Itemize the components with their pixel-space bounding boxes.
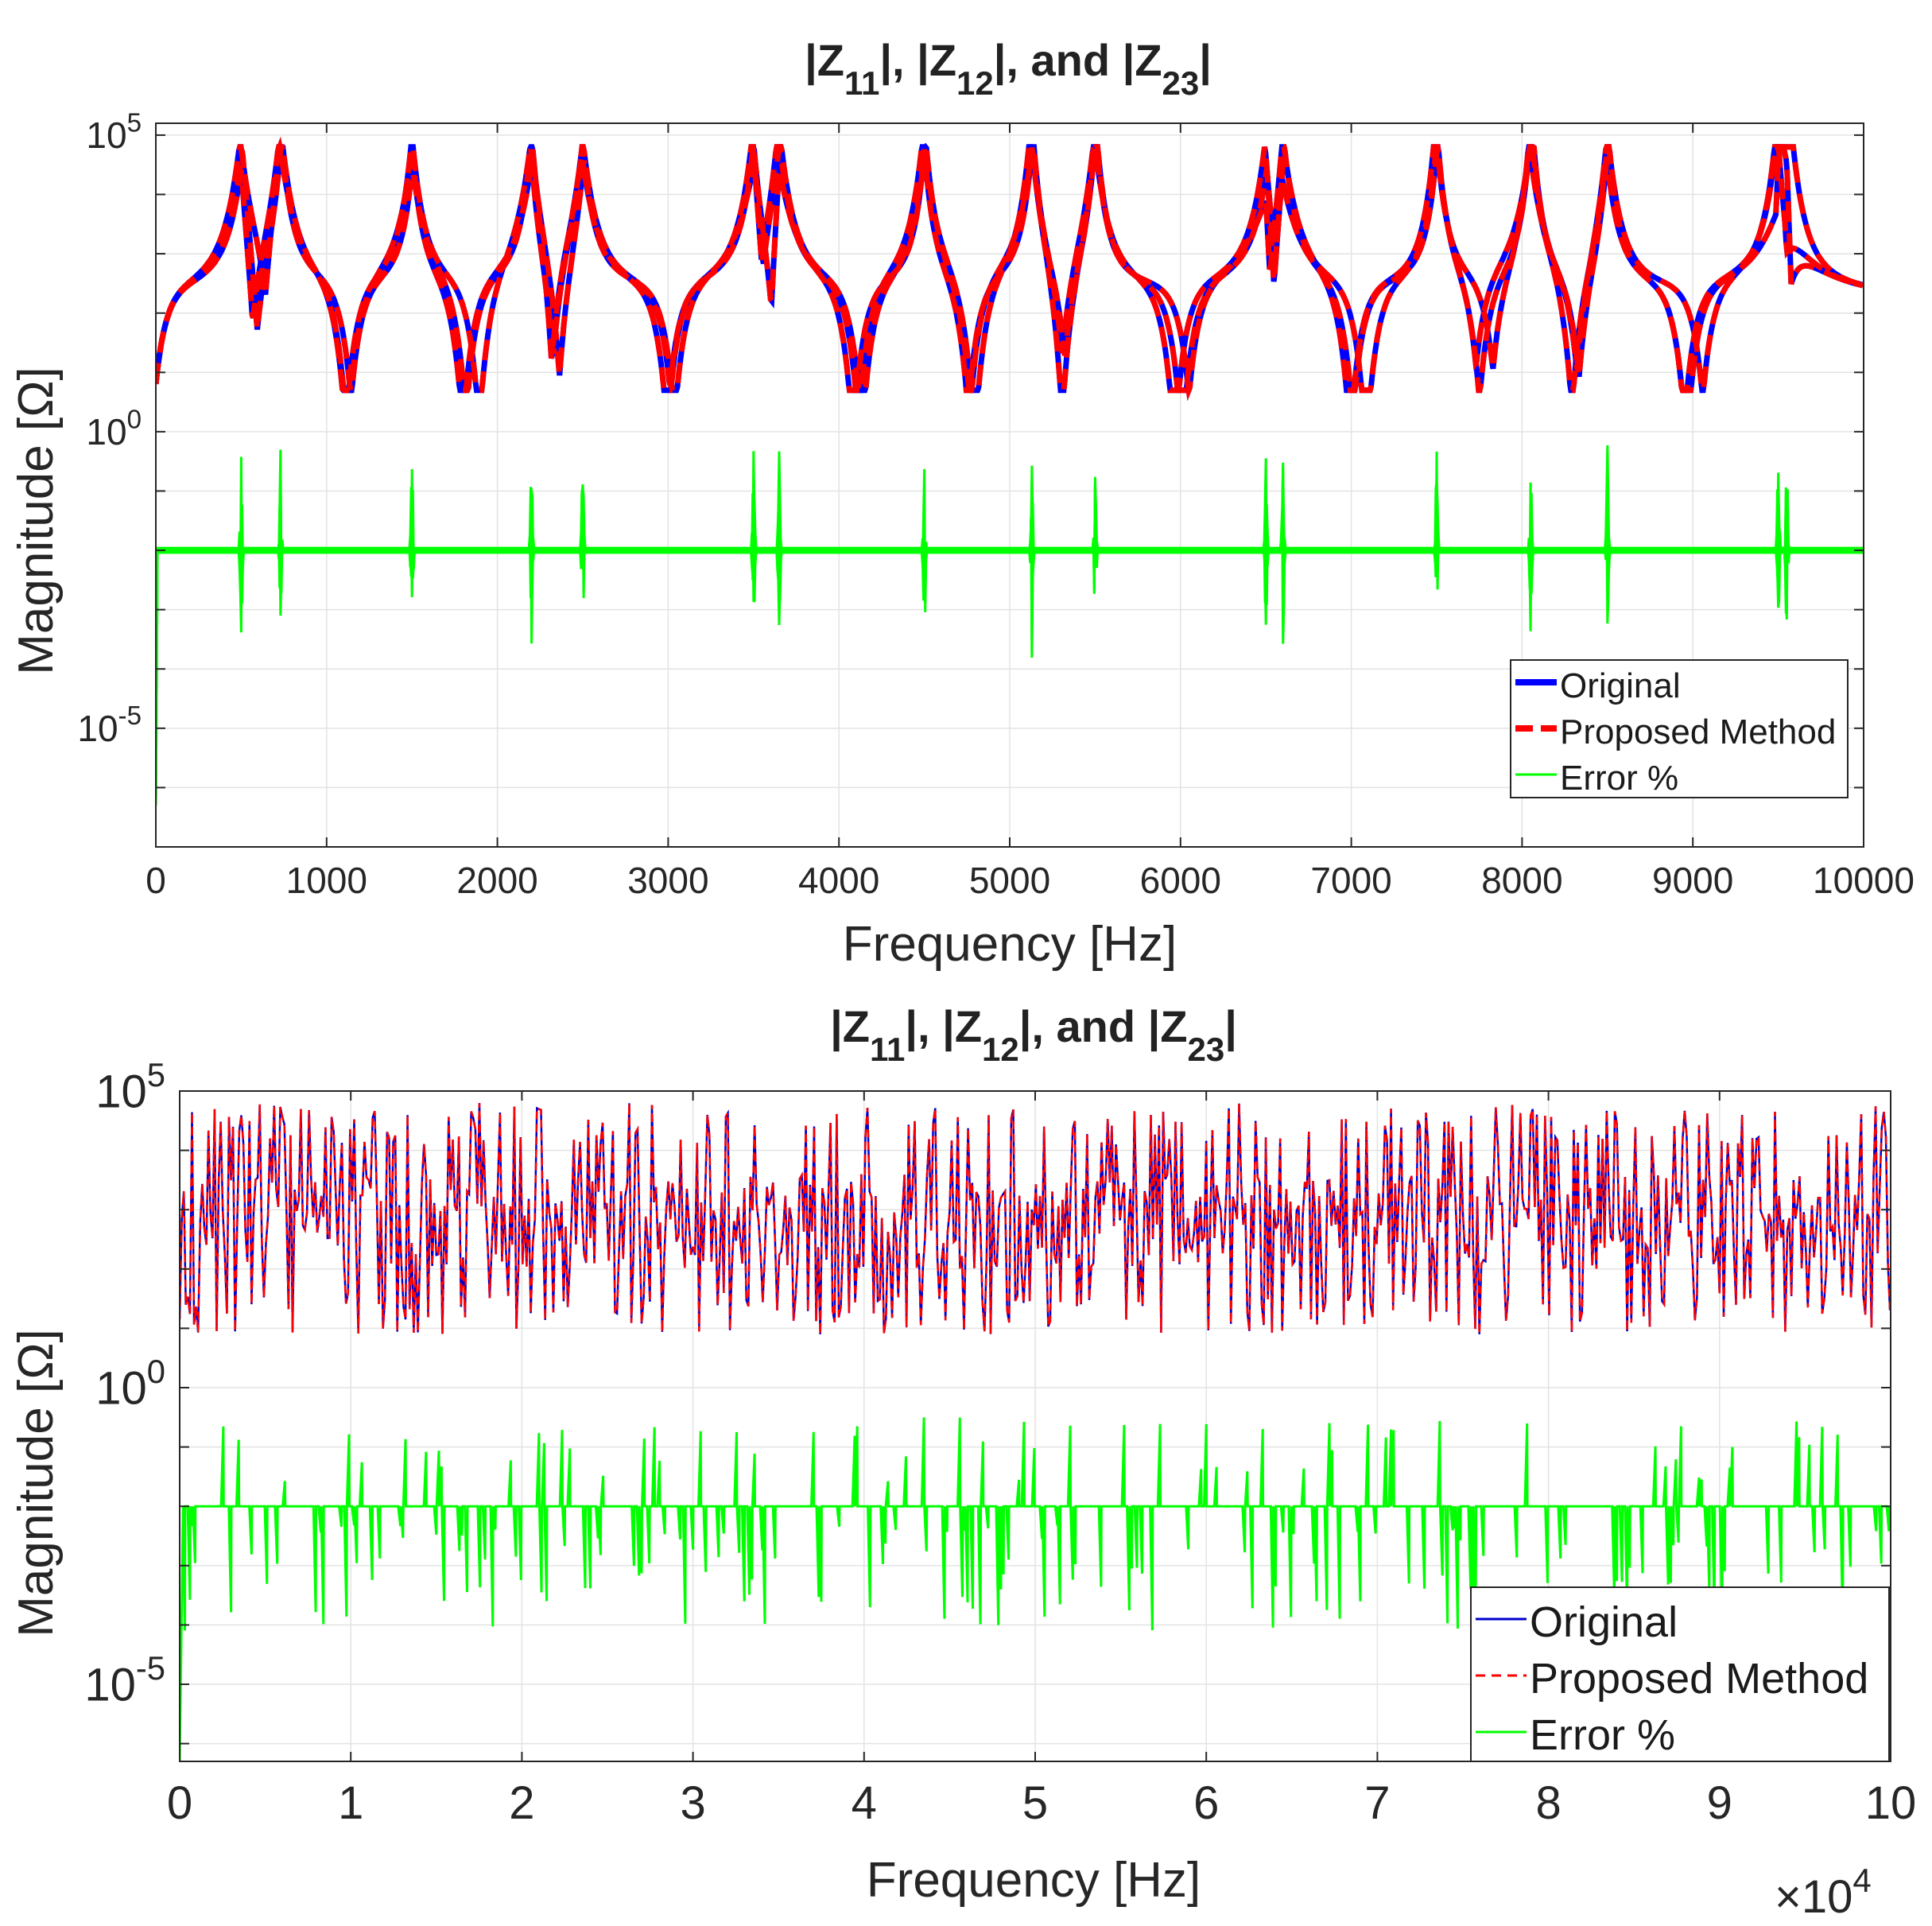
x-tick-label: 3000 [627, 860, 708, 901]
legend-box [1470, 1586, 1890, 1762]
x-tick-label: 1000 [286, 860, 367, 901]
chart-bottom-xlabel: Frequency [Hz] [867, 1853, 1201, 1908]
legend-label-original: Original [1560, 666, 1681, 705]
x-tick-label: 6000 [1140, 860, 1221, 901]
x-tick-label: 4 [852, 1777, 877, 1829]
chart-bottom-plot-area [180, 1102, 1891, 1761]
legend-label-original: Original [1530, 1598, 1678, 1646]
x-tick-label: 3 [680, 1777, 705, 1829]
chart-top-plot-area [156, 136, 1864, 806]
x-tick-label: 2 [509, 1777, 534, 1829]
chart-bottom-ticks: 0 1 2 3 4 5 6 7 8 9 10 105 100 10-5 [84, 1056, 1916, 1829]
chart-bottom: |Z11|, |Z12|, and |Z23| 0 1 2 3 4 5 6 7 8 9 10 105 1… [9, 1001, 1916, 1923]
legend-label-error: Error % [1560, 759, 1678, 798]
chart-bottom-x-multiplier: ×104 [1775, 1862, 1872, 1923]
x-tick-label: 9000 [1652, 860, 1733, 901]
x-tick-label: 5 [1022, 1777, 1048, 1829]
legend-label-proposed: Proposed Method [1560, 713, 1836, 751]
x-tick-label: 8000 [1481, 860, 1562, 901]
y-tick-label: 10-5 [84, 1649, 165, 1710]
series-error-0 [156, 451, 1864, 806]
x-tick-label: 0 [145, 860, 166, 901]
x-tick-label: 9 [1707, 1777, 1732, 1829]
x-tick-label: 5000 [969, 860, 1050, 901]
x-tick-label: 7 [1364, 1777, 1390, 1829]
x-tick-label: 10000 [1813, 860, 1915, 901]
x-tick-label: 10 [1865, 1777, 1917, 1829]
series-error [180, 1417, 1891, 1761]
series-error-1 [156, 451, 1864, 806]
chart-top-title: |Z11|, |Z12|, and |Z23| [805, 35, 1212, 102]
legend-box [1510, 659, 1849, 798]
y-tick-label: 105 [86, 108, 142, 156]
series-proposed-0 [156, 136, 1864, 394]
y-tick-label: 100 [86, 405, 142, 452]
y-tick-label: 105 [95, 1056, 165, 1117]
y-tick-label: 100 [95, 1353, 165, 1414]
series-proposed-2 [156, 142, 1864, 394]
y-tick-label: 10-5 [77, 701, 142, 749]
chart-top-ticks: 0 1000 2000 3000 4000 5000 6000 7000 8000 9000 100… [77, 108, 1915, 901]
chart-top-ylabel: Magnitude [Ω] [9, 367, 64, 675]
legend-label-proposed: Proposed Method [1530, 1655, 1868, 1703]
chart-top: |Z11|, |Z12|, and |Z23| 0 1000 2000 3000 400… [9, 35, 1915, 972]
x-tick-label: 1 [338, 1777, 363, 1829]
series-proposed [180, 1102, 1891, 1334]
x-tick-label: 6 [1193, 1777, 1219, 1829]
x-tick-label: 8 [1535, 1777, 1561, 1829]
chart-bottom-legend: Original Proposed Method Error % [1470, 1586, 1890, 1762]
legend-label-error: Error % [1530, 1711, 1675, 1759]
chart-bottom-title: |Z11|, |Z12|, and |Z23| [830, 1001, 1237, 1068]
x-tick-label: 4000 [798, 860, 879, 901]
x-tick-label: 0 [167, 1777, 192, 1829]
x-tick-label: 7000 [1310, 860, 1391, 901]
chart-top-legend: Original Proposed Method Error % [1510, 659, 1849, 798]
chart-top-xlabel: Frequency [Hz] [843, 917, 1177, 972]
chart-bottom-ylabel: Magnitude [Ω] [9, 1329, 64, 1637]
x-tick-label: 2000 [456, 860, 537, 901]
series-error-2 [156, 445, 1864, 806]
